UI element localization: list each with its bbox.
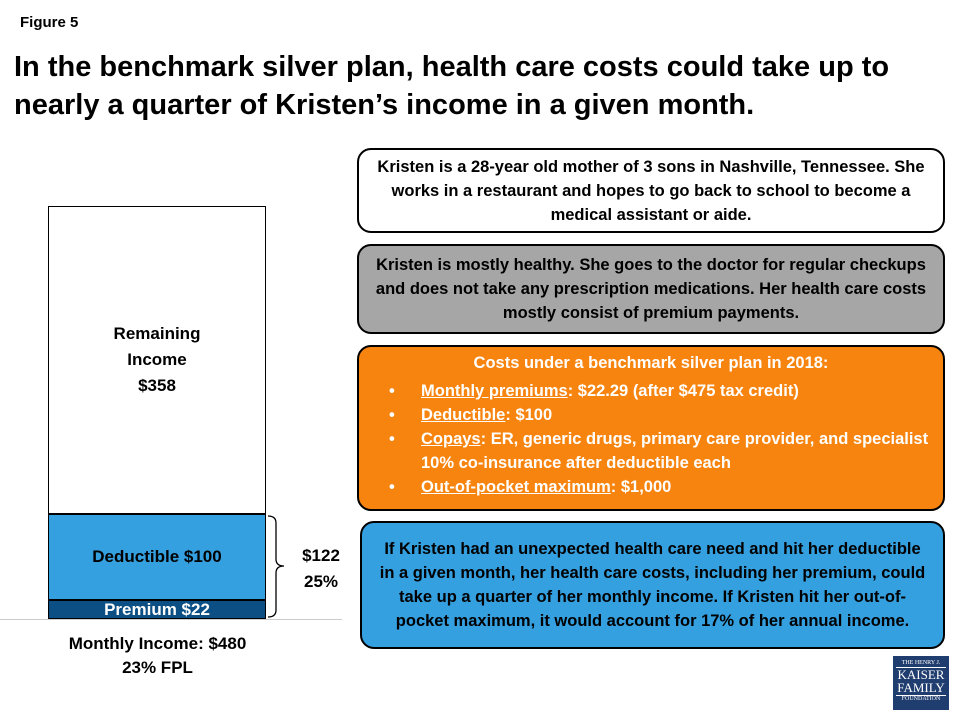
stacked-bar: Remaining Income $358 Deductible $100 Pr… bbox=[48, 206, 266, 619]
remaining-label-2: Income bbox=[127, 350, 187, 369]
cost-text: : ER, generic drugs, primary care provid… bbox=[421, 430, 929, 472]
health-box: Kristen is mostly healthy. She goes to t… bbox=[357, 244, 945, 334]
cost-item: Out-of-pocket maximum: $1,000 bbox=[389, 475, 929, 499]
cost-term: Copays bbox=[421, 430, 481, 448]
bracket bbox=[268, 515, 285, 618]
logo-line-2: KAISER bbox=[896, 667, 946, 682]
profile-text: Kristen is a 28-year old mother of 3 son… bbox=[377, 157, 925, 224]
costs-heading: Costs under a benchmark silver plan in 2… bbox=[473, 354, 829, 372]
logo-line-1: THE HENRY J. bbox=[901, 660, 941, 666]
bar-segment-remaining-income: Remaining Income $358 bbox=[48, 206, 266, 515]
remaining-label-1: Remaining bbox=[113, 324, 201, 343]
cost-text: : $100 bbox=[505, 406, 553, 424]
bracket-label: $122 25% bbox=[290, 543, 352, 595]
x-axis-label: Monthly Income: $480 23% FPL bbox=[40, 632, 275, 680]
cost-term: Out-of-pocket maximum bbox=[421, 478, 611, 496]
cost-text: : $22.29 (after $475 tax credit) bbox=[567, 382, 799, 400]
cost-item: Deductible: $100 bbox=[389, 403, 929, 427]
health-text: Kristen is mostly healthy. She goes to t… bbox=[375, 256, 927, 322]
deductible-label: Deductible $100 bbox=[92, 547, 222, 567]
chart-title: In the benchmark silver plan, health car… bbox=[14, 51, 890, 121]
cost-item: Monthly premiums: $22.29 (after $475 tax… bbox=[389, 379, 929, 403]
summary-text: If Kristen had an unexpected health care… bbox=[379, 540, 926, 630]
kff-logo: THE HENRY J. KAISER FAMILY FOUNDATION bbox=[893, 656, 949, 710]
cost-text: : $1,000 bbox=[610, 478, 672, 496]
bar-segment-premium: Premium $22 bbox=[48, 600, 266, 619]
bracket-amount: $122 bbox=[302, 546, 340, 565]
profile-box: Kristen is a 28-year old mother of 3 son… bbox=[357, 148, 945, 233]
cost-item: Copays: ER, generic drugs, primary care … bbox=[389, 427, 929, 475]
cost-term: Monthly premiums bbox=[421, 382, 568, 400]
fpl-label: 23% FPL bbox=[122, 658, 193, 677]
logo-line-4: FOUNDATION bbox=[896, 695, 946, 702]
summary-box: If Kristen had an unexpected health care… bbox=[360, 521, 945, 649]
figure-label: Figure 5 bbox=[20, 14, 79, 31]
costs-box: Costs under a benchmark silver plan in 2… bbox=[357, 345, 945, 511]
monthly-income-label: Monthly Income: $480 bbox=[68, 634, 247, 653]
logo-line-3: FAMILY bbox=[897, 680, 945, 695]
costs-list: Monthly premiums: $22.29 (after $475 tax… bbox=[373, 379, 929, 499]
cost-term: Deductible bbox=[421, 406, 506, 424]
remaining-label-3: $358 bbox=[138, 376, 176, 395]
baseline bbox=[0, 619, 342, 620]
premium-label: Premium $22 bbox=[104, 599, 210, 619]
bracket-percent: 25% bbox=[303, 572, 339, 591]
bar-segment-deductible: Deductible $100 bbox=[48, 514, 266, 601]
